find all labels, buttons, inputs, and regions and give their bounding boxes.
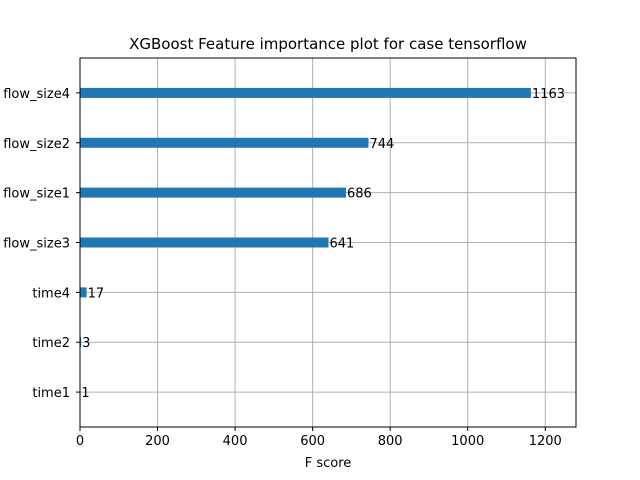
y-tick-label: time4 [32, 286, 70, 301]
bar-flow_size2 [80, 137, 369, 148]
y-tick-label: flow_size1 [3, 187, 70, 202]
data-label: 744 [369, 137, 394, 152]
x-axis-label: F score [305, 456, 352, 471]
data-label: 17 [88, 286, 105, 301]
data-labels: 1163 744 686 641 17 3 1 [81, 87, 565, 401]
chart-title: XGBoost Feature importance plot for case… [129, 35, 527, 53]
x-tick-label: 200 [145, 434, 170, 449]
x-tick-label: 400 [223, 434, 248, 449]
y-tick-label: time2 [32, 336, 70, 351]
data-label: 686 [347, 187, 372, 202]
x-axis-ticks: 0 200 400 600 800 1000 1200 [76, 427, 562, 449]
bar-flow_size4 [80, 87, 531, 98]
y-tick-label: flow_size2 [3, 137, 70, 152]
y-axis-ticks: flow_size4 flow_size2 flow_size1 flow_size3… [3, 87, 80, 401]
x-tick-label: 0 [76, 434, 84, 449]
bar-time2 [80, 337, 82, 348]
bar-time4 [80, 287, 87, 298]
data-label: 1 [81, 386, 89, 401]
bar-flow_size3 [80, 237, 329, 248]
data-label: 641 [330, 237, 355, 252]
data-label: 1163 [532, 87, 565, 102]
y-tick-label: time1 [32, 386, 70, 401]
data-label: 3 [82, 336, 90, 351]
y-tick-label: flow_size3 [3, 237, 70, 252]
x-tick-label: 1200 [529, 434, 562, 449]
y-tick-label: flow_size4 [3, 87, 70, 102]
x-tick-label: 800 [378, 434, 403, 449]
x-tick-label: 600 [300, 434, 325, 449]
bar-flow_size1 [80, 187, 346, 198]
x-tick-label: 1000 [451, 434, 484, 449]
